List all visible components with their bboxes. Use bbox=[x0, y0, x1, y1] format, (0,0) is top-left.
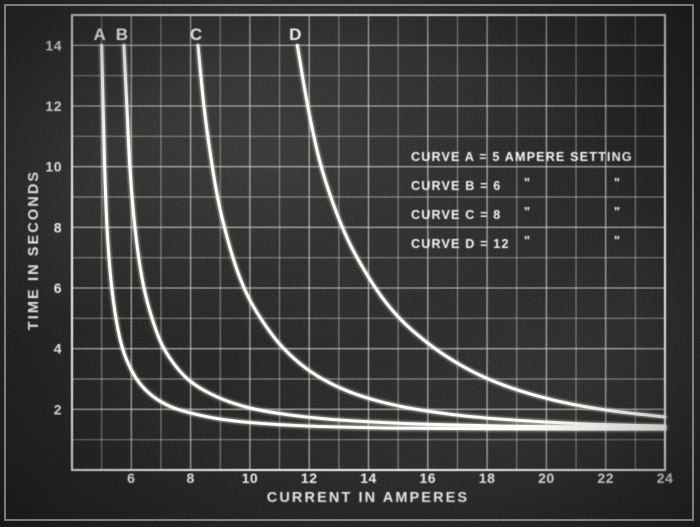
x-axis-tick-labels: 6 8 10 12 14 16 18 20 22 24 bbox=[127, 470, 673, 486]
legend-row-label: CURVE D = 12 bbox=[411, 237, 510, 251]
y-tick-label: 6 bbox=[54, 280, 62, 296]
y-axis-tick-labels: 2 4 6 8 10 12 14 bbox=[45, 37, 62, 417]
data-curve-b bbox=[122, 43, 667, 429]
x-tick-label: 16 bbox=[420, 470, 437, 486]
y-axis-title: TIME IN SECONDS bbox=[26, 170, 42, 330]
curve-letter-b: B bbox=[116, 25, 128, 44]
legend-row-label: CURVE C = 8 bbox=[411, 208, 501, 222]
curve-letter-c: C bbox=[190, 25, 202, 44]
data-curve-d bbox=[295, 43, 667, 419]
x-tick-label: 20 bbox=[538, 470, 555, 486]
legend-ditto-mark: " bbox=[614, 205, 620, 219]
curve-letter-d: D bbox=[289, 25, 301, 44]
y-tick-label: 2 bbox=[54, 401, 62, 417]
x-tick-label: 10 bbox=[242, 470, 259, 486]
legend-row-label: CURVE A = 5 AMPERE SETTING bbox=[411, 150, 633, 164]
chart-legend: CURVE A = 5 AMPERE SETTING CURVE B = 6 " " C… bbox=[411, 150, 633, 251]
curve-letter-a: A bbox=[94, 25, 106, 44]
x-tick-label: 24 bbox=[657, 470, 674, 486]
y-tick-label: 12 bbox=[45, 98, 62, 114]
x-tick-label: 22 bbox=[597, 470, 614, 486]
y-tick-label: 4 bbox=[54, 341, 62, 357]
x-tick-label: 18 bbox=[479, 470, 496, 486]
x-tick-label: 6 bbox=[127, 470, 135, 486]
legend-row-label: CURVE B = 6 bbox=[411, 179, 501, 193]
legend-ditto-mark: " bbox=[524, 205, 530, 219]
legend-ditto-mark: " bbox=[614, 234, 620, 248]
x-tick-label: 12 bbox=[301, 470, 318, 486]
legend-ditto-mark: " bbox=[614, 176, 620, 190]
data-curve-c bbox=[196, 43, 667, 428]
data-curve-a bbox=[100, 43, 667, 431]
legend-ditto-mark: " bbox=[524, 234, 530, 248]
legend-ditto-mark: " bbox=[524, 176, 530, 190]
x-tick-label: 14 bbox=[360, 470, 377, 486]
x-tick-label: 8 bbox=[186, 470, 194, 486]
x-axis-title: CURRENT IN AMPERES bbox=[267, 490, 469, 506]
y-tick-label: 14 bbox=[45, 37, 62, 53]
y-tick-label: 10 bbox=[45, 159, 62, 175]
y-tick-label: 8 bbox=[54, 219, 62, 235]
data-curves bbox=[100, 43, 667, 431]
